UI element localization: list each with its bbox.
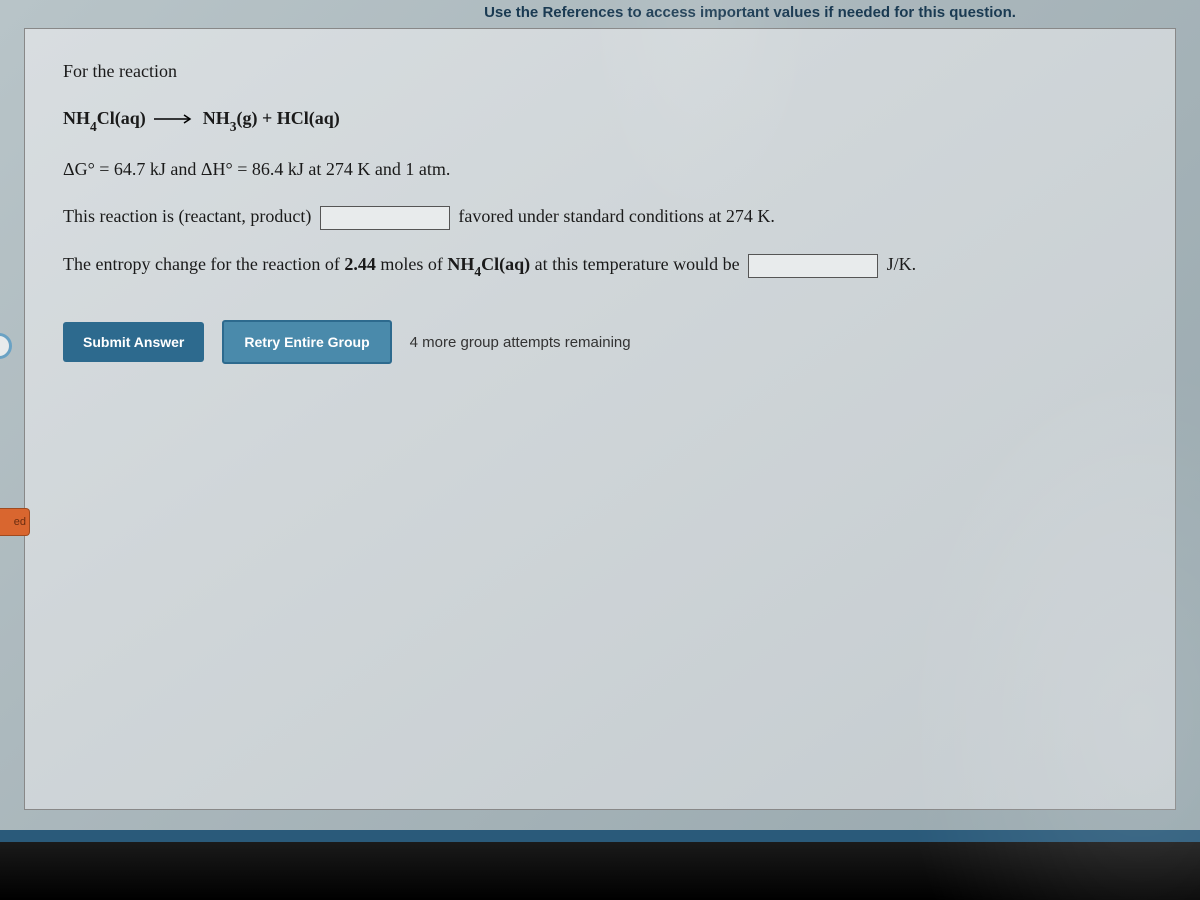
favored-prefix: This reaction is (reactant, product) (63, 206, 316, 226)
side-tab[interactable]: ed (0, 508, 30, 536)
thermo-values: ΔG° = 64.7 kJ and ΔH° = 86.4 kJ at 274 K… (63, 157, 1137, 182)
bezel-bottom (0, 842, 1200, 900)
retry-button[interactable]: Retry Entire Group (222, 320, 391, 364)
question-panel: For the reaction NH4Cl(aq) NH3(g) + HCl(… (24, 28, 1176, 810)
arrow-icon (154, 107, 194, 132)
reaction-equation: NH4Cl(aq) NH3(g) + HCl(aq) (63, 106, 1137, 134)
references-hint: Use the References to access important v… (0, 4, 1200, 21)
side-tab-label: ed (14, 516, 26, 528)
favored-input[interactable] (320, 206, 450, 230)
entropy-line: The entropy change for the reaction of 2… (63, 252, 1137, 280)
favored-line: This reaction is (reactant, product) fav… (63, 204, 1137, 230)
attempts-remaining: 4 more group attempts remaining (410, 332, 631, 353)
screen-area: Use the References to access important v… (0, 0, 1200, 830)
references-link[interactable]: References (542, 4, 623, 21)
question-intro: For the reaction (63, 59, 1137, 84)
entropy-unit: J/K. (887, 254, 917, 274)
submit-button[interactable]: Submit Answer (63, 322, 204, 362)
references-prefix: Use the (484, 4, 542, 21)
entropy-moles: 2.44 (344, 254, 376, 274)
entropy-input[interactable] (748, 254, 878, 278)
references-suffix: to access important values if needed for… (623, 4, 1016, 21)
side-pager-icon[interactable] (0, 333, 12, 359)
bottom-strip (0, 830, 1200, 842)
favored-suffix: favored under standard conditions at 274… (458, 206, 774, 226)
button-row: Submit Answer Retry Entire Group 4 more … (63, 320, 1137, 364)
entropy-prefix-a: The entropy change for the reaction of (63, 254, 344, 274)
monitor-frame: Use the References to access important v… (0, 0, 1200, 900)
